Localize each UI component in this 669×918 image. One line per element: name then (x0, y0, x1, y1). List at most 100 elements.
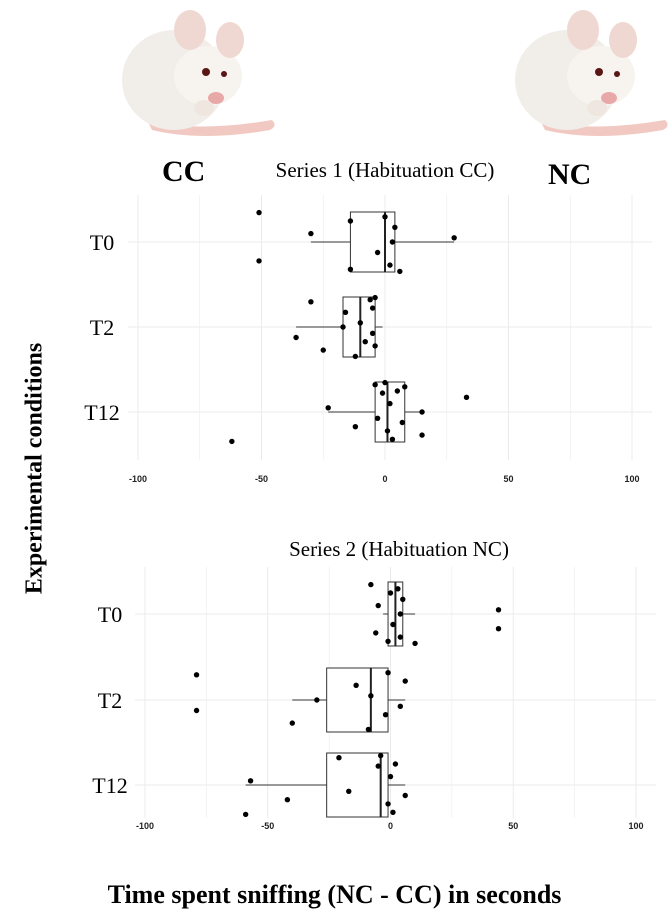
chart-title: Series 2 (Habituation NC) (289, 537, 509, 561)
white-mouse-icon (515, 10, 668, 136)
data-point (308, 299, 314, 305)
data-point (374, 249, 381, 256)
data-point (242, 811, 249, 818)
y-axis-label: Experimental conditions (21, 342, 48, 595)
data-point (495, 626, 502, 632)
data-point (369, 330, 376, 336)
data-point (392, 224, 398, 230)
x-tick-label: -100 (136, 821, 154, 831)
data-point (399, 419, 405, 426)
data-point (374, 415, 381, 421)
box (374, 381, 406, 443)
data-point (382, 712, 389, 718)
data-point (387, 590, 394, 596)
data-point (347, 218, 354, 224)
data-point (400, 596, 406, 602)
data-point (390, 621, 396, 628)
category-label: T0 (98, 602, 122, 627)
data-point (387, 400, 393, 407)
series-2-chart: Series 2 (Habituation NC) -100 -50 0 50 100 T0… (92, 537, 656, 831)
data-point (357, 320, 363, 326)
data-point (320, 347, 326, 353)
data-point (402, 678, 408, 684)
series-1-chart: Series 1 (Habituation CC) -100 -50 0 50 100 T0… (84, 158, 652, 484)
box (349, 211, 396, 273)
category-label: T12 (92, 773, 127, 798)
data-point (375, 763, 381, 769)
chart-title: Series 1 (Habituation CC) (276, 158, 495, 182)
x-tick-label: 50 (503, 474, 513, 484)
data-point (368, 693, 374, 699)
data-point (365, 726, 372, 733)
data-point (372, 294, 378, 301)
data-point (495, 607, 502, 613)
data-point (368, 581, 374, 588)
data-point (342, 309, 349, 315)
data-point (387, 262, 393, 268)
data-point (347, 266, 354, 272)
data-point (379, 390, 386, 396)
box (342, 296, 376, 358)
data-point (387, 773, 394, 780)
data-point (392, 761, 399, 767)
box (326, 667, 389, 733)
data-point (352, 424, 359, 430)
data-point (385, 801, 391, 807)
data-point (375, 602, 381, 609)
data-point (340, 324, 346, 330)
x-axis-label: Time spent sniffing (NC - CC) in seconds (107, 880, 562, 909)
data-point (402, 792, 408, 799)
data-point (308, 230, 314, 237)
data-point (362, 339, 368, 345)
x-tick-label: -50 (261, 821, 274, 831)
data-point (419, 432, 425, 438)
data-point (394, 388, 401, 394)
data-point (385, 638, 391, 644)
data-point (373, 630, 379, 636)
data-point (382, 214, 388, 220)
data-point (395, 586, 401, 592)
x-tick-label: -50 (255, 474, 268, 484)
data-point (352, 353, 359, 360)
x-tick-label: 100 (624, 474, 639, 484)
data-point (389, 239, 396, 245)
data-point (229, 438, 235, 445)
data-point (256, 209, 262, 216)
data-point (289, 720, 295, 726)
category-label: T2 (90, 315, 114, 340)
data-point (372, 343, 378, 349)
data-point (325, 405, 331, 411)
data-point (193, 707, 200, 714)
data-point (397, 611, 404, 617)
data-point (284, 797, 291, 803)
data-point (367, 297, 373, 303)
data-point (419, 409, 425, 415)
x-tick-label: 100 (628, 821, 643, 831)
data-point (247, 778, 254, 784)
x-tick-label: 50 (508, 821, 518, 831)
data-point (397, 634, 404, 640)
category-label: T12 (84, 400, 119, 425)
data-point (463, 394, 470, 400)
x-tick-label: 0 (382, 474, 387, 484)
data-point (451, 235, 457, 241)
data-point (390, 809, 396, 815)
box (326, 752, 389, 818)
white-mouse-icon (122, 10, 275, 136)
cc-label: CC (162, 155, 206, 188)
data-point (372, 382, 378, 388)
data-point (193, 672, 200, 678)
category-label: T2 (98, 688, 122, 713)
data-point (389, 436, 396, 442)
data-point (256, 258, 262, 264)
data-point (397, 268, 403, 275)
data-point (314, 697, 320, 703)
data-point (384, 428, 391, 434)
data-point (369, 305, 376, 311)
data-point (385, 670, 391, 676)
data-point (397, 703, 404, 709)
data-point (293, 334, 299, 341)
data-point (353, 682, 359, 688)
data-point (402, 384, 408, 390)
